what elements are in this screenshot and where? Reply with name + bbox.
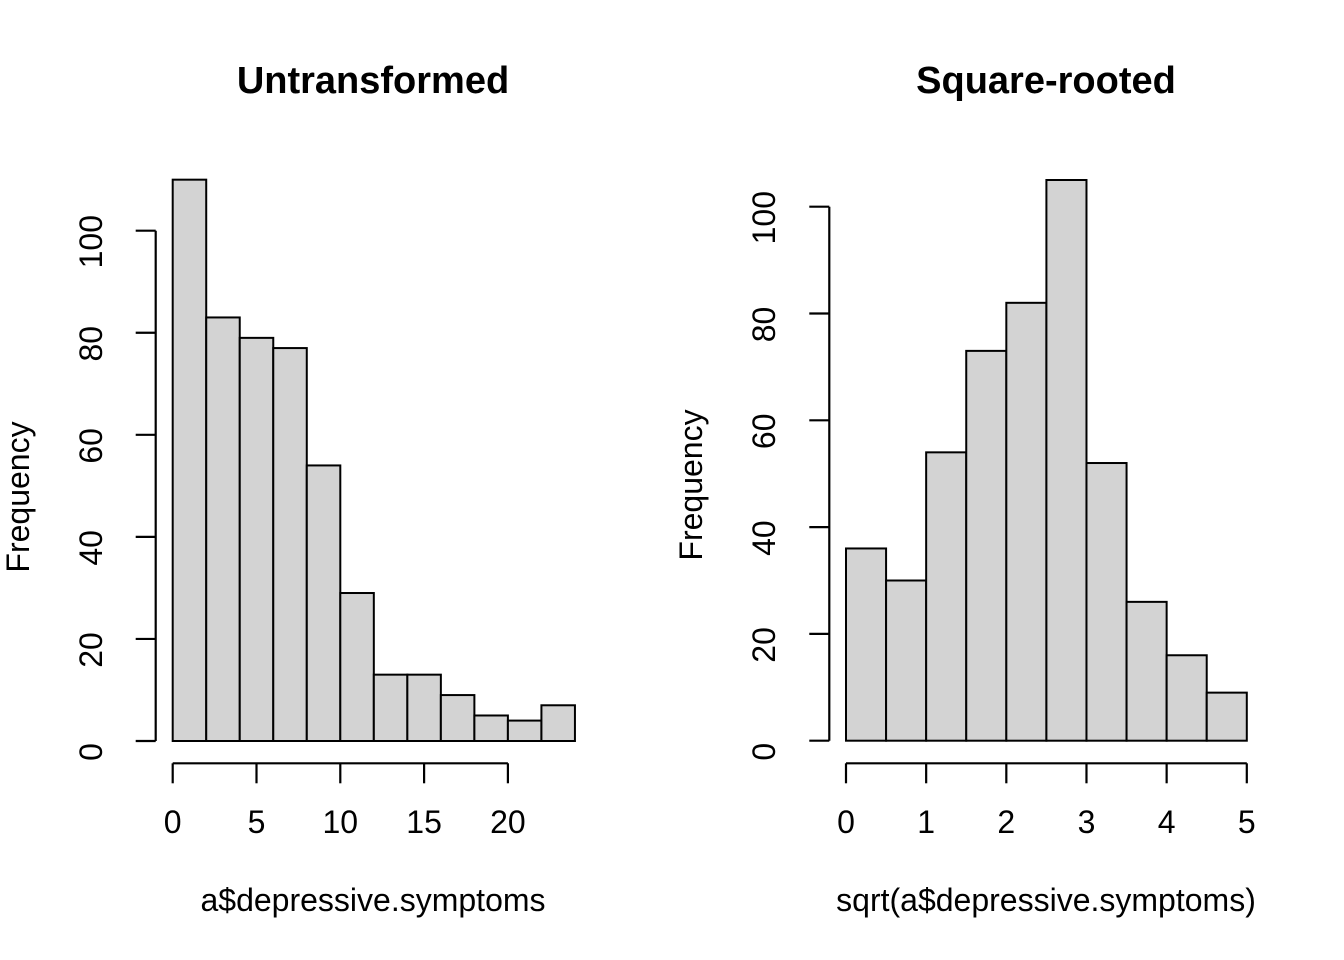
histogram-panel: 0 20 40 60 80 100 0 1 2 3 4 5 Square-rooted sqrt(a$de… — [673, 60, 1256, 918]
histogram-bar — [1085, 462, 1128, 742]
y-tick-label: 80 — [746, 307, 782, 343]
y-tick-label: 100 — [746, 191, 782, 244]
x-tick-label: 5 — [1238, 804, 1256, 840]
x-tick-label: 20 — [490, 804, 526, 840]
histogram-bar — [965, 349, 1008, 742]
histogram-bar — [406, 673, 442, 743]
histogram-bar — [1045, 179, 1088, 742]
x-tick-label: 15 — [406, 804, 442, 840]
histogram-bar — [1005, 301, 1048, 742]
panel-title: Untransformed — [237, 60, 509, 102]
x-axis-label: sqrt(a$depressive.symptoms) — [836, 882, 1256, 918]
y-tick-label: 100 — [73, 215, 109, 268]
y-tick-label: 60 — [746, 414, 782, 450]
histogram-bar — [473, 714, 509, 742]
histogram-bar — [205, 316, 241, 742]
y-tick-label: 60 — [73, 428, 109, 464]
x-tick-label: 3 — [1078, 804, 1096, 840]
x-tick-label: 0 — [164, 804, 182, 840]
y-tick-label: 0 — [746, 743, 782, 761]
y-axis-label: Frequency — [0, 421, 36, 572]
y-tick-label: 0 — [73, 743, 109, 761]
histogram-panel: 0 20 40 60 80 100 0 5 10 15 20 Untransformed a$depre… — [0, 60, 576, 918]
histogram-bar — [272, 347, 308, 742]
x-tick-label: 2 — [997, 804, 1015, 840]
histogram-bar — [1165, 654, 1208, 742]
x-tick-label: 5 — [248, 804, 266, 840]
histogram-bar — [885, 579, 928, 742]
y-axis-label: Frequency — [673, 409, 709, 560]
y-tick-label: 20 — [73, 632, 109, 668]
histogram-bar — [506, 719, 543, 743]
y-tick-label: 20 — [746, 627, 782, 663]
x-tick-label: 10 — [323, 804, 359, 840]
histogram-bar — [305, 464, 342, 742]
y-tick-label: 40 — [746, 520, 782, 556]
x-tick-label: 4 — [1158, 804, 1176, 840]
histogram-bar — [925, 451, 968, 742]
histogram-bar — [372, 673, 409, 743]
histogram-bar — [845, 547, 888, 742]
histogram-bar — [540, 704, 576, 742]
x-tick-label: 1 — [917, 804, 935, 840]
histogram-bar — [339, 592, 375, 742]
histogram-bar — [238, 336, 275, 742]
y-tick-label: 80 — [73, 326, 109, 362]
x-axis-label: a$depressive.symptoms — [200, 882, 545, 918]
panel-title: Square-rooted — [916, 60, 1176, 102]
histogram-bar — [1205, 691, 1248, 742]
x-tick-label: 0 — [837, 804, 855, 840]
histogram-bar — [1125, 600, 1168, 742]
histogram-bar — [439, 694, 476, 742]
y-tick-label: 40 — [73, 530, 109, 566]
histogram-bar — [171, 178, 208, 743]
